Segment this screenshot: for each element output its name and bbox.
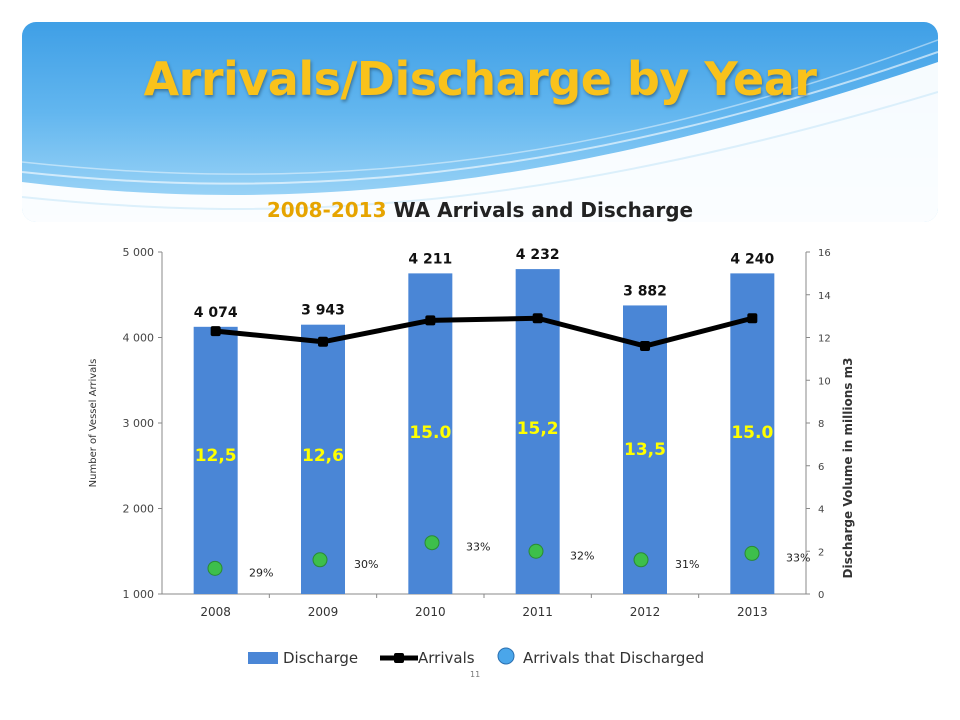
discharge-value-label: 12,6: [302, 446, 344, 466]
discharge-value-label: 15,2: [517, 419, 559, 439]
chart-title-text: WA Arrivals and Discharge: [393, 198, 694, 222]
arrivals-value-label: 4 211: [408, 251, 452, 267]
chart-title: 2008-2013 WA Arrivals and Discharge: [0, 198, 960, 222]
arrivals-marker: [640, 341, 650, 352]
x-tick-label: 2011: [522, 605, 553, 619]
discharged-share-label: 32%: [570, 549, 594, 562]
discharge-bar: [730, 273, 775, 594]
header-swoosh: [22, 39, 938, 222]
left-tick-label: 3 000: [123, 417, 155, 430]
discharge-value-label: 13,5: [624, 440, 666, 460]
legend-discharge-swatch: [248, 652, 278, 664]
discharged-share-marker: [744, 545, 760, 561]
x-tick-label: 2009: [308, 605, 339, 619]
discharged-share-label: 29%: [249, 566, 273, 579]
arrivals-marker: [210, 326, 221, 337]
arrivals-value-label: 3 943: [301, 303, 345, 319]
arrivals-value-label: 4 074: [194, 305, 238, 321]
right-tick-label: 8: [818, 419, 824, 430]
left-tick-label: 4 000: [123, 332, 155, 345]
right-tick-label: 14: [818, 291, 831, 302]
arrivals-value-label: 4 240: [730, 251, 774, 267]
page-number: 11: [470, 670, 481, 679]
arrivals-marker: [532, 313, 543, 324]
legend-discharged-label: Arrivals that Discharged: [523, 649, 704, 667]
legend-discharge-label: Discharge: [283, 649, 358, 667]
discharge-bar: [193, 326, 238, 594]
x-tick-label: 2010: [415, 605, 446, 619]
discharged-share-label: 31%: [675, 558, 699, 571]
right-tick-label: 0: [818, 590, 824, 601]
discharge-value-label: 15.0: [409, 423, 451, 443]
discharged-share-marker: [424, 535, 440, 551]
y2-axis-title: Discharge Volume in millions m3: [841, 358, 855, 579]
arrivals-marker: [318, 336, 328, 347]
left-tick-label: 1 000: [123, 588, 155, 601]
right-tick-label: 10: [818, 376, 831, 387]
y-axis-title: Number of Vessel Arrivals: [88, 359, 99, 488]
discharge-value-label: 12,5: [195, 446, 237, 466]
right-tick-label: 16: [818, 248, 831, 259]
right-tick-label: 4: [818, 505, 824, 516]
arrivals-line: [215, 315, 753, 349]
left-tick-label: 5 000: [123, 246, 155, 259]
right-tick-label: 2: [818, 547, 824, 558]
legend-arrivals-marker: [394, 653, 404, 663]
slide-title: Arrivals/Discharge by Year: [143, 52, 817, 106]
discharged-share-marker: [528, 543, 544, 559]
x-tick-label: 2012: [630, 605, 661, 619]
arrivals-marker: [747, 313, 758, 324]
discharge-bar: [301, 324, 345, 594]
discharged-share-marker: [207, 560, 223, 576]
discharged-share-label: 33%: [466, 541, 490, 554]
discharged-share-marker: [312, 552, 328, 568]
x-tick-label: 2008: [200, 605, 231, 619]
discharged-share-label: 33%: [786, 551, 810, 564]
discharged-share-label: 30%: [354, 558, 378, 571]
x-tick-label: 2013: [737, 605, 768, 619]
right-tick-label: 12: [818, 334, 831, 345]
header-band: [22, 22, 938, 222]
right-tick-label: 6: [818, 462, 824, 473]
chart-title-years: 2008-2013: [266, 198, 387, 222]
discharged-share-marker: [633, 552, 649, 568]
discharge-bar: [623, 305, 667, 594]
left-tick-label: 2 000: [123, 503, 155, 516]
legend-arrivals-label: Arrivals: [418, 649, 475, 667]
arrivals-value-label: 3 882: [623, 283, 667, 299]
arrivals-marker: [425, 315, 436, 326]
arrivals-value-label: 4 232: [516, 247, 560, 263]
discharge-value-label: 15.0: [731, 423, 773, 443]
legend-discharged-swatch: [497, 647, 515, 665]
